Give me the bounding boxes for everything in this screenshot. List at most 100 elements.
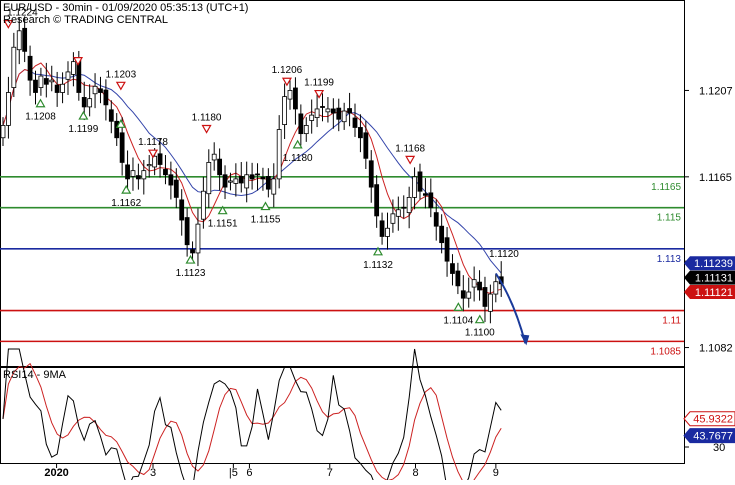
rsi-badge-label: 45.9322 [693,414,733,426]
triangle-up-icon [260,201,271,211]
candle-1 [6,76,11,139]
candle-body [395,209,401,217]
candle-body [439,225,445,244]
arrow-head-icon [520,334,530,346]
candle-29 [157,138,163,178]
candle-79 [428,178,434,218]
swing-high-marker-4: 1.1203 [106,69,137,91]
triangle-up-icon [115,119,126,128]
rsi-path [2,348,502,485]
price-badge-box [684,270,735,285]
candle-body [352,117,358,128]
candle-4 [22,16,28,63]
candle-80 [433,199,439,241]
swing-high-label: 1.1206 [272,65,303,76]
candle-11 [60,72,65,104]
candle-body [385,227,390,237]
triangle-down-icon [115,81,126,91]
candle-body [287,90,293,100]
candle-59 [320,93,325,122]
level-label-1: 1.115 [657,213,682,224]
triangle-down-icon [201,124,212,134]
candle-16 [87,84,93,117]
candle-body [368,160,374,188]
candle-body [54,84,60,93]
candle-body [27,55,33,81]
candle-body [303,125,309,135]
candle-64 [347,92,352,127]
time-tick-label-3: 6 [246,467,252,479]
swing-high-marker-2 [72,57,84,66]
time-tick-label-4: 7 [327,467,333,479]
candle-63 [341,102,347,130]
candle-71 [385,212,390,250]
swing-low-label: 1.1151 [208,219,238,230]
swing-low-label: 1.1208 [25,112,56,123]
candle-25 [135,163,141,190]
candlesticks [0,16,504,324]
swing-low-marker-5 [115,119,126,128]
candle-70 [379,212,385,245]
candle-body [330,108,336,114]
candle-body [487,293,493,312]
price-badge-box [684,256,735,271]
candle-13 [70,52,76,87]
time-tick-label-1: 3 [150,467,156,479]
candle-43 [233,163,239,197]
horizontal-levels: 1.1165 1.115 1.113 1.11 1.1085 [0,176,684,357]
candle-body [444,237,450,262]
price-badge-label: 1.11131 [695,273,733,285]
swing-low-label: 1.1162 [111,198,141,209]
candle-73 [395,196,401,231]
triangle-up-icon [185,254,196,264]
candle-27 [146,155,152,178]
rsi-badge-0: 45.9322 [683,411,735,427]
candle-body [298,113,304,135]
candle-body [206,162,212,195]
candle-body [179,199,185,221]
triangle-up-icon [474,314,485,324]
candle-body [233,178,239,184]
candle-body [163,169,168,176]
candle-body [482,287,488,307]
triangle-up-icon [78,110,89,120]
candle-31 [168,161,174,200]
candle-56 [303,117,309,142]
swing-low-label: 1.1100 [465,328,495,339]
swing-low-marker-8: 1.1123 [176,254,206,279]
rsi-badge-1: 43.7677 [683,428,735,444]
candle-body [471,279,477,288]
candle-5 [27,45,33,96]
candle-54 [293,77,298,125]
candle-18 [98,76,103,104]
candle-87 [471,266,477,302]
candle-12 [65,61,71,95]
candle-body [168,174,174,186]
candle-body [70,61,76,75]
candle-body [341,110,347,123]
candle-body [108,109,114,122]
candle-body [255,173,260,176]
candle-86 [466,277,472,308]
candle-52 [282,83,287,139]
candle-85 [460,275,466,312]
swing-high-label: 1.1224 [7,8,38,19]
candle-body [119,132,125,163]
time-tick-label-6: 9 [493,467,499,479]
candle-74 [401,195,407,219]
swing-low-marker-6: 1.1162 [111,184,142,209]
candle-32 [173,168,179,209]
triangle-up-icon [35,98,46,108]
triangle-down-icon [72,57,84,66]
candle-body [282,96,287,125]
rsi-lines [2,348,502,485]
price-tick-label-1: 1.1165 [699,172,732,184]
price-badge-box [684,285,735,300]
candle-77 [417,163,423,200]
candle-89 [482,276,488,323]
candle-body [314,108,320,118]
candle-body [336,107,342,120]
candle-72 [390,199,396,233]
